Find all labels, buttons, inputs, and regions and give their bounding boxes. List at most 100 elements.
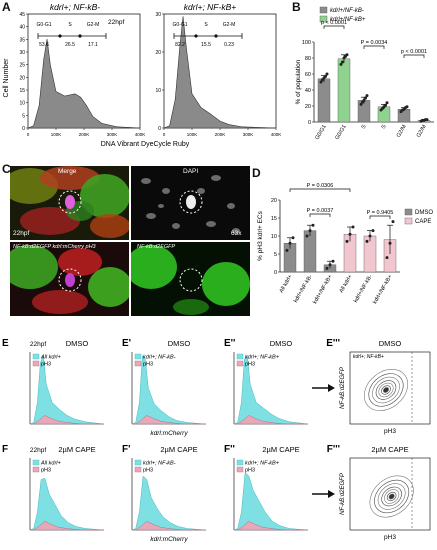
legend-label: kdrl+/NF-kB+ xyxy=(330,17,366,23)
contour-line xyxy=(381,486,402,507)
p-value-annotation: p < 0.0001 xyxy=(401,49,427,55)
contour-frame xyxy=(349,351,431,425)
legend-swatch xyxy=(404,208,413,216)
contour-line xyxy=(378,382,394,398)
gate-name: G0-G1 xyxy=(36,22,51,28)
y-tick-label: 45 xyxy=(19,12,25,18)
data-point xyxy=(365,239,369,243)
histogram-title: 2µM CAPE xyxy=(160,445,197,454)
legend-swatch xyxy=(32,353,40,360)
p-value-annotation: P = 0.0034 xyxy=(361,40,388,46)
legend-label: kdrl+; NF-kB- xyxy=(143,355,176,361)
x-tick-label: 0 xyxy=(163,132,166,137)
y-tick-label: 80 xyxy=(305,56,311,62)
panel-d: D 0 5 10 15 20% pH3 kdrl+ ECs All kdrl+ kdrl+/… xyxy=(250,162,437,332)
histogram-ph3 xyxy=(234,415,308,425)
legend-swatch xyxy=(404,217,413,225)
legend-label: DMSO xyxy=(415,210,433,216)
gate-value: 53.6 xyxy=(39,42,49,48)
histogram-kdrl xyxy=(29,477,105,531)
bar xyxy=(317,78,331,123)
legend-swatch xyxy=(236,353,244,360)
x-tick-label: kdrl+/NF-kB- xyxy=(293,274,314,304)
legend-label: pH3 xyxy=(41,362,51,368)
significance-bracket xyxy=(403,54,425,58)
x-tick-label: 400K xyxy=(135,132,146,137)
data-point xyxy=(359,102,363,106)
y-tick-label: 40 xyxy=(19,25,25,31)
data-point xyxy=(351,225,355,229)
data-point xyxy=(371,229,375,233)
legend-swatch xyxy=(32,459,40,466)
gate-value: 0.23 xyxy=(224,42,234,48)
y-tick-label: 30 xyxy=(19,50,25,56)
legend-swatch xyxy=(319,6,328,14)
data-point xyxy=(348,232,352,236)
legend-swatch xyxy=(32,466,40,473)
x-tick-label: 300K xyxy=(243,132,254,137)
legend-label: pH3 xyxy=(245,468,255,474)
y-tick-label: 10 xyxy=(155,88,161,94)
gate-value: 17.1 xyxy=(88,42,98,48)
y-tick-label: 5 xyxy=(274,252,277,258)
data-point xyxy=(319,80,323,84)
histogram-kdrl xyxy=(233,471,309,531)
gate-name: S xyxy=(204,22,208,28)
panel-a: A Cell Number DNA Vibrant DyeCycle Ruby … xyxy=(0,0,290,150)
panel-a-title-pos: kdrl+; NF-kB+ xyxy=(184,2,236,12)
panel-a-histogram-pos xyxy=(163,16,277,129)
significance-bracket xyxy=(323,25,345,29)
micrograph-dapi: DAPI 63x xyxy=(131,166,250,240)
histogram-stage: 22hpf xyxy=(30,447,46,454)
micrograph-overlay: NF-kB:d2EGFP kdrl:mCherry pH3 xyxy=(10,242,129,316)
y-tick-label: 5 xyxy=(22,113,25,119)
gate-value: 26.5 xyxy=(65,42,75,48)
contour-line xyxy=(382,387,390,393)
micrograph-egfp: NF-kB:d2EGFP xyxy=(131,242,250,316)
data-point xyxy=(285,248,289,252)
contour-xlabel: pH3 xyxy=(384,428,396,435)
x-tick-label: 200K xyxy=(79,132,90,137)
y-tick-label: 10 xyxy=(271,234,277,240)
x-tick-label: 400K xyxy=(271,132,282,137)
contour-line xyxy=(381,385,391,395)
data-point xyxy=(308,229,312,233)
data-point xyxy=(368,234,372,238)
x-tick-label: kdrl+/NF-kB+ xyxy=(312,274,333,305)
x-tick-label: S xyxy=(381,124,388,130)
histogram-kdrl xyxy=(233,354,309,425)
y-tick-label: 15 xyxy=(19,88,25,94)
histogram-kdrl xyxy=(131,475,207,531)
panel-letter: E'' xyxy=(224,338,235,349)
x-tick-label: All kdrl+ xyxy=(339,274,354,294)
legend-label: All kdrl+ xyxy=(40,461,62,467)
data-point xyxy=(345,53,349,57)
x-tick-label: G0/G1 xyxy=(314,124,327,141)
histogram-xlabel: kdrl:mCherry xyxy=(150,430,188,437)
data-point xyxy=(291,236,295,240)
y-tick-label: 0 xyxy=(274,270,277,276)
panel-a-yticks-pos: 0 10 20 30 0 100K 200K 300K 400K xyxy=(155,12,281,137)
contour-line xyxy=(368,373,404,407)
data-point xyxy=(328,263,332,267)
x-tick-label: G0/G1 xyxy=(334,124,347,141)
legend-swatch xyxy=(134,466,142,473)
gate-value: 15.5 xyxy=(201,42,211,48)
magnification-label: 63x xyxy=(231,230,242,237)
x-tick-label: kdrl+/NF-kB- xyxy=(353,274,374,304)
histogram-ph3 xyxy=(132,521,206,531)
y-tick-label: 10 xyxy=(19,101,25,107)
significance-bracket xyxy=(363,45,385,49)
overlay-image xyxy=(10,242,129,316)
histogram-ph3 xyxy=(132,415,206,425)
histogram-title: DMSO xyxy=(168,339,191,348)
panel-letter-d: D xyxy=(252,166,261,180)
y-tick-label: 40 xyxy=(305,88,311,94)
panel-letter: F'' xyxy=(224,444,235,455)
y-tick-label: 0 xyxy=(158,126,161,132)
data-point xyxy=(365,94,369,98)
legend-swatch xyxy=(134,459,142,466)
panel-letter: F''' xyxy=(327,444,340,455)
significance-bracket xyxy=(309,213,331,217)
